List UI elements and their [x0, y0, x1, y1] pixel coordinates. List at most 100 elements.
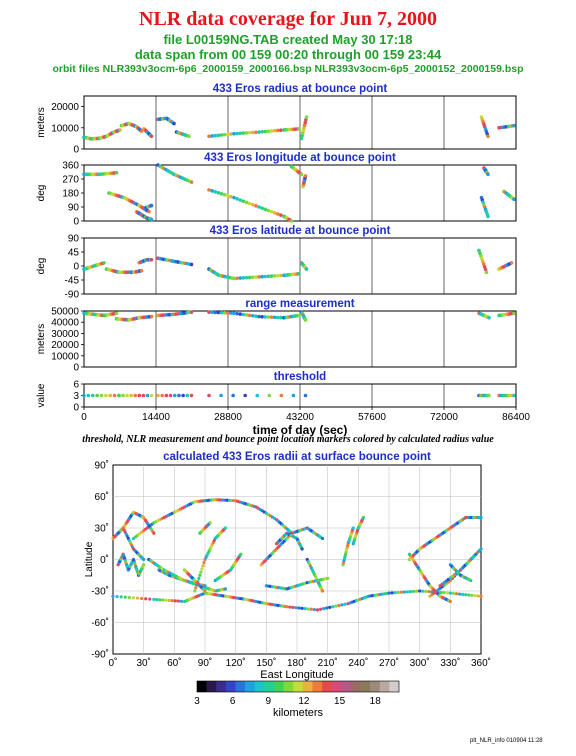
data-point: [512, 123, 516, 128]
x-tick-label: 14400: [142, 412, 170, 423]
map-point: [203, 589, 207, 593]
data-point: [238, 198, 243, 202]
y-tick-label: 50000: [51, 307, 79, 318]
data-point: [272, 211, 277, 215]
data-point: [235, 197, 239, 201]
y-tick-label: 90: [68, 234, 80, 245]
panel-title: threshold: [274, 371, 326, 383]
colorbar-frame: [196, 680, 400, 693]
map-x-axis-label: East Longitude: [260, 669, 333, 681]
data-point: [266, 315, 271, 319]
data-point: [254, 130, 258, 135]
map-point: [393, 591, 397, 595]
data-point: [272, 128, 277, 133]
data-point: [247, 201, 252, 206]
data-point: [139, 129, 144, 133]
map-y-tick-label: -60˚: [91, 617, 109, 629]
data-point: [481, 262, 486, 266]
map-y-tick-label: -90˚: [91, 649, 109, 661]
data-point: [213, 310, 218, 315]
y-tick-label: 0: [73, 145, 79, 156]
page-title: NLR data coverage for Jun 7, 2000: [139, 8, 437, 30]
x-axis-label: time of day (sec): [253, 423, 348, 437]
map-point: [111, 594, 115, 598]
data-point: [222, 192, 227, 197]
data-point: [487, 393, 491, 398]
data-point: [487, 315, 491, 320]
x-tick-label: 72000: [430, 412, 458, 423]
data-point: [479, 254, 483, 258]
map-y-tick-label: -30˚: [91, 586, 109, 598]
map-point: [448, 599, 452, 604]
data-point: [512, 311, 516, 316]
map-point: [152, 597, 156, 602]
colorbar-swatch: [225, 681, 236, 692]
data-point: [279, 315, 283, 320]
data-point: [189, 393, 194, 398]
data-point: [213, 133, 218, 138]
y-axis-label: deg: [36, 258, 47, 275]
map-point: [473, 594, 477, 598]
map-point: [320, 536, 325, 541]
map-point: [197, 576, 201, 581]
colorbar-swatch: [293, 681, 304, 692]
data-point: [225, 311, 230, 315]
y-axis-label: deg: [36, 185, 47, 202]
data-point: [145, 393, 150, 398]
data-point: [263, 129, 268, 134]
data-point: [189, 180, 194, 184]
data-point: [263, 207, 268, 212]
panel-title: 433 Eros longitude at bounce point: [204, 152, 396, 164]
y-tick-label: 180: [62, 189, 79, 200]
data-point: [250, 313, 255, 318]
map-point: [439, 590, 443, 595]
colorbar-swatch: [341, 681, 352, 692]
map-x-tick-label: 240˚: [348, 657, 368, 669]
caption: threshold, NLR measurement and bounce po…: [82, 434, 494, 445]
y-tick-label: 270: [62, 175, 79, 186]
data-point: [244, 313, 249, 317]
map-title: calculated 433 Eros radii at surface bou…: [163, 451, 431, 463]
map-point: [200, 567, 204, 571]
colorbar-swatch: [302, 681, 313, 692]
map-point: [411, 589, 416, 594]
data-point: [269, 274, 274, 278]
data-point: [232, 311, 236, 316]
data-point: [263, 315, 268, 319]
data-point: [137, 393, 142, 398]
map-point: [239, 552, 243, 556]
data-point: [172, 393, 177, 398]
map-point: [331, 605, 335, 609]
map-point: [135, 596, 140, 600]
y-tick-label: 30000: [51, 329, 79, 340]
map-point: [127, 595, 131, 600]
data-point: [480, 256, 484, 261]
data-point: [279, 393, 284, 398]
colorbar-swatch: [389, 681, 400, 692]
data-point: [219, 310, 224, 315]
data-point: [149, 217, 154, 222]
map-point: [479, 594, 483, 598]
colorbar-tick-label: 6: [230, 696, 236, 707]
data-point: [222, 132, 227, 137]
data-point: [512, 393, 516, 398]
footer-stamp: plt_NLR_info 010904 11:28: [470, 738, 543, 744]
data-point: [207, 188, 211, 192]
data-point: [477, 248, 481, 253]
colorbar-tick-label: 18: [370, 696, 382, 707]
data-point: [149, 203, 154, 208]
map-point: [285, 605, 289, 609]
map-point: [418, 589, 422, 593]
map-point: [142, 563, 146, 567]
colorbar-swatch: [322, 681, 332, 692]
map-point: [144, 597, 148, 601]
map-point: [208, 521, 212, 525]
data-point: [279, 273, 283, 278]
map-point: [427, 590, 431, 594]
data-point: [219, 191, 224, 196]
y-tick-label: 90: [68, 203, 80, 214]
y-tick-label: 10000: [51, 123, 79, 134]
data-point: [486, 214, 490, 219]
colorbar-swatch: [370, 681, 381, 692]
